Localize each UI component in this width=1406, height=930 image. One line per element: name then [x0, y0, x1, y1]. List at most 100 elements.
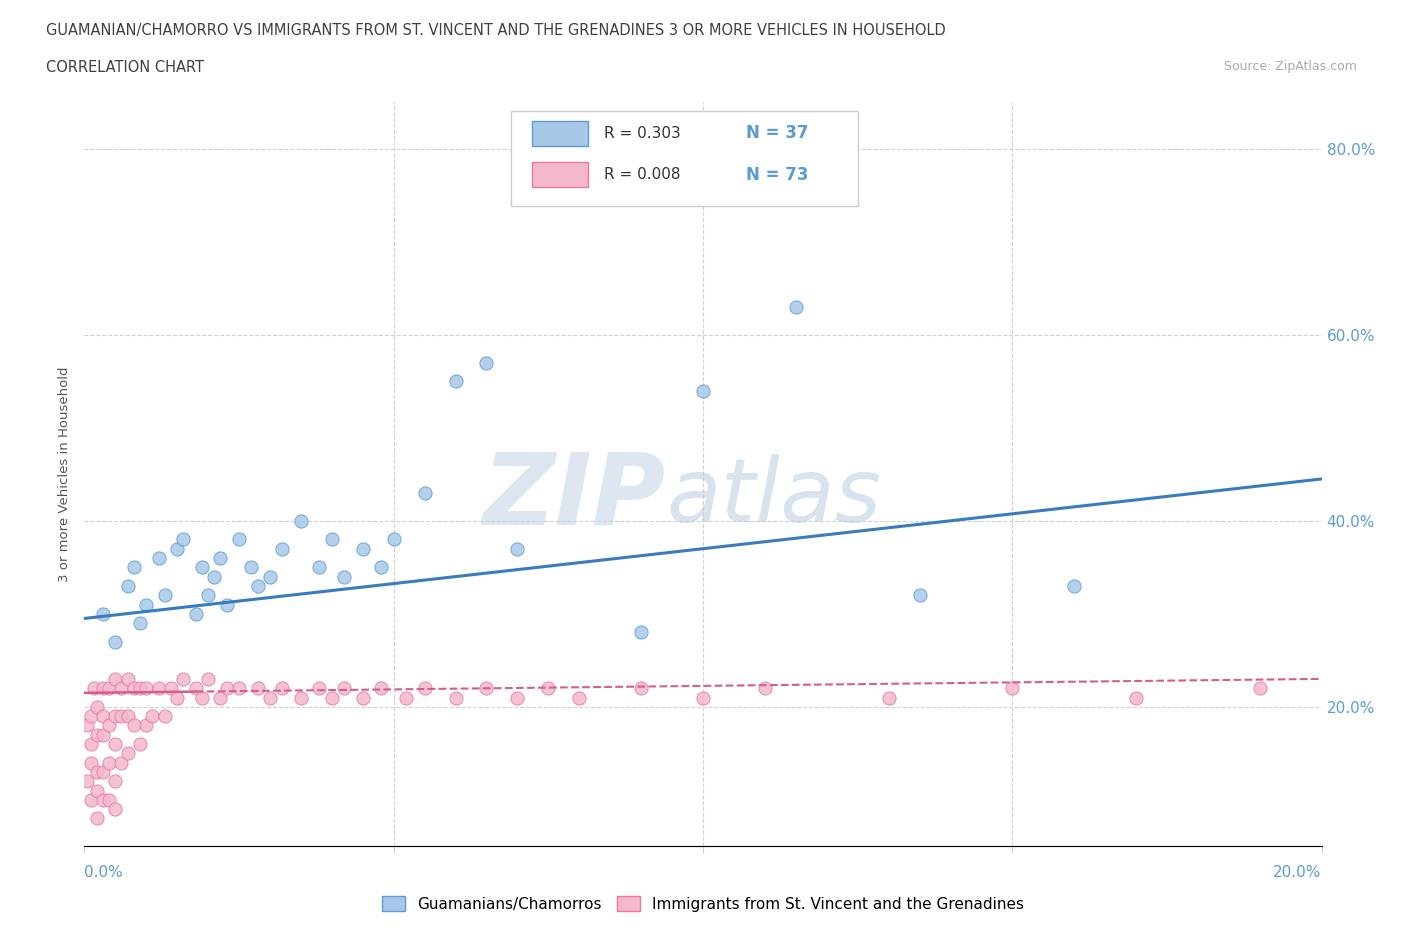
- Point: [1063, 578, 1085, 593]
- Point: [506, 541, 529, 556]
- Point: [537, 681, 560, 696]
- Point: [184, 681, 207, 696]
- Point: [91, 727, 114, 742]
- Point: [117, 709, 139, 724]
- Point: [91, 681, 114, 696]
- Point: [129, 616, 152, 631]
- Point: [413, 681, 436, 696]
- Point: [135, 681, 157, 696]
- Point: [153, 709, 176, 724]
- Point: [135, 718, 157, 733]
- Y-axis label: 3 or more Vehicles in Household: 3 or more Vehicles in Household: [58, 366, 72, 582]
- Point: [129, 737, 152, 751]
- Point: [630, 681, 652, 696]
- Bar: [533, 121, 588, 146]
- Point: [908, 588, 931, 603]
- Point: [83, 681, 105, 696]
- Point: [215, 597, 238, 612]
- Legend: Guamanians/Chamorros, Immigrants from St. Vincent and the Grenadines: Guamanians/Chamorros, Immigrants from St…: [375, 890, 1031, 918]
- Point: [166, 541, 188, 556]
- Point: [1125, 690, 1147, 705]
- Point: [197, 671, 219, 686]
- Point: [135, 597, 157, 612]
- Point: [122, 681, 145, 696]
- Point: [104, 634, 127, 649]
- Text: R = 0.303: R = 0.303: [605, 126, 681, 140]
- Point: [129, 681, 152, 696]
- Point: [98, 718, 121, 733]
- Point: [117, 746, 139, 761]
- Point: [91, 709, 114, 724]
- Point: [692, 383, 714, 398]
- Point: [160, 681, 183, 696]
- Point: [98, 755, 121, 770]
- Point: [110, 755, 132, 770]
- Point: [370, 560, 392, 575]
- Point: [308, 681, 330, 696]
- Point: [246, 681, 269, 696]
- Point: [202, 569, 225, 584]
- Point: [76, 774, 98, 789]
- Point: [148, 551, 170, 565]
- Point: [209, 551, 232, 565]
- Point: [290, 513, 312, 528]
- Point: [352, 690, 374, 705]
- Point: [382, 532, 405, 547]
- Point: [475, 681, 498, 696]
- Point: [104, 802, 127, 817]
- Point: [184, 606, 207, 621]
- Point: [117, 578, 139, 593]
- Point: [228, 681, 250, 696]
- Point: [76, 718, 98, 733]
- Point: [79, 792, 101, 807]
- Point: [122, 560, 145, 575]
- Point: [153, 588, 176, 603]
- Point: [395, 690, 418, 705]
- Point: [271, 541, 294, 556]
- Point: [209, 690, 232, 705]
- Point: [444, 374, 467, 389]
- Point: [370, 681, 392, 696]
- Point: [104, 737, 127, 751]
- Point: [475, 355, 498, 370]
- Point: [148, 681, 170, 696]
- Bar: [533, 163, 588, 187]
- Point: [321, 690, 343, 705]
- Point: [86, 727, 108, 742]
- Point: [333, 569, 356, 584]
- Point: [321, 532, 343, 547]
- Point: [352, 541, 374, 556]
- Point: [1001, 681, 1024, 696]
- Point: [259, 569, 281, 584]
- Point: [444, 690, 467, 705]
- Text: CORRELATION CHART: CORRELATION CHART: [46, 60, 204, 75]
- Point: [785, 299, 807, 314]
- Point: [692, 690, 714, 705]
- Point: [333, 681, 356, 696]
- FancyBboxPatch shape: [512, 112, 858, 206]
- Point: [86, 783, 108, 798]
- Point: [191, 690, 214, 705]
- Point: [568, 690, 591, 705]
- Text: 0.0%: 0.0%: [84, 865, 124, 880]
- Point: [104, 709, 127, 724]
- Point: [413, 485, 436, 500]
- Point: [79, 737, 101, 751]
- Text: R = 0.008: R = 0.008: [605, 167, 681, 182]
- Point: [91, 764, 114, 779]
- Point: [228, 532, 250, 547]
- Point: [172, 671, 194, 686]
- Point: [215, 681, 238, 696]
- Point: [141, 709, 163, 724]
- Point: [246, 578, 269, 593]
- Point: [117, 671, 139, 686]
- Point: [79, 709, 101, 724]
- Point: [86, 699, 108, 714]
- Point: [91, 606, 114, 621]
- Text: N = 37: N = 37: [747, 125, 808, 142]
- Point: [122, 718, 145, 733]
- Point: [506, 690, 529, 705]
- Point: [197, 588, 219, 603]
- Point: [172, 532, 194, 547]
- Point: [259, 690, 281, 705]
